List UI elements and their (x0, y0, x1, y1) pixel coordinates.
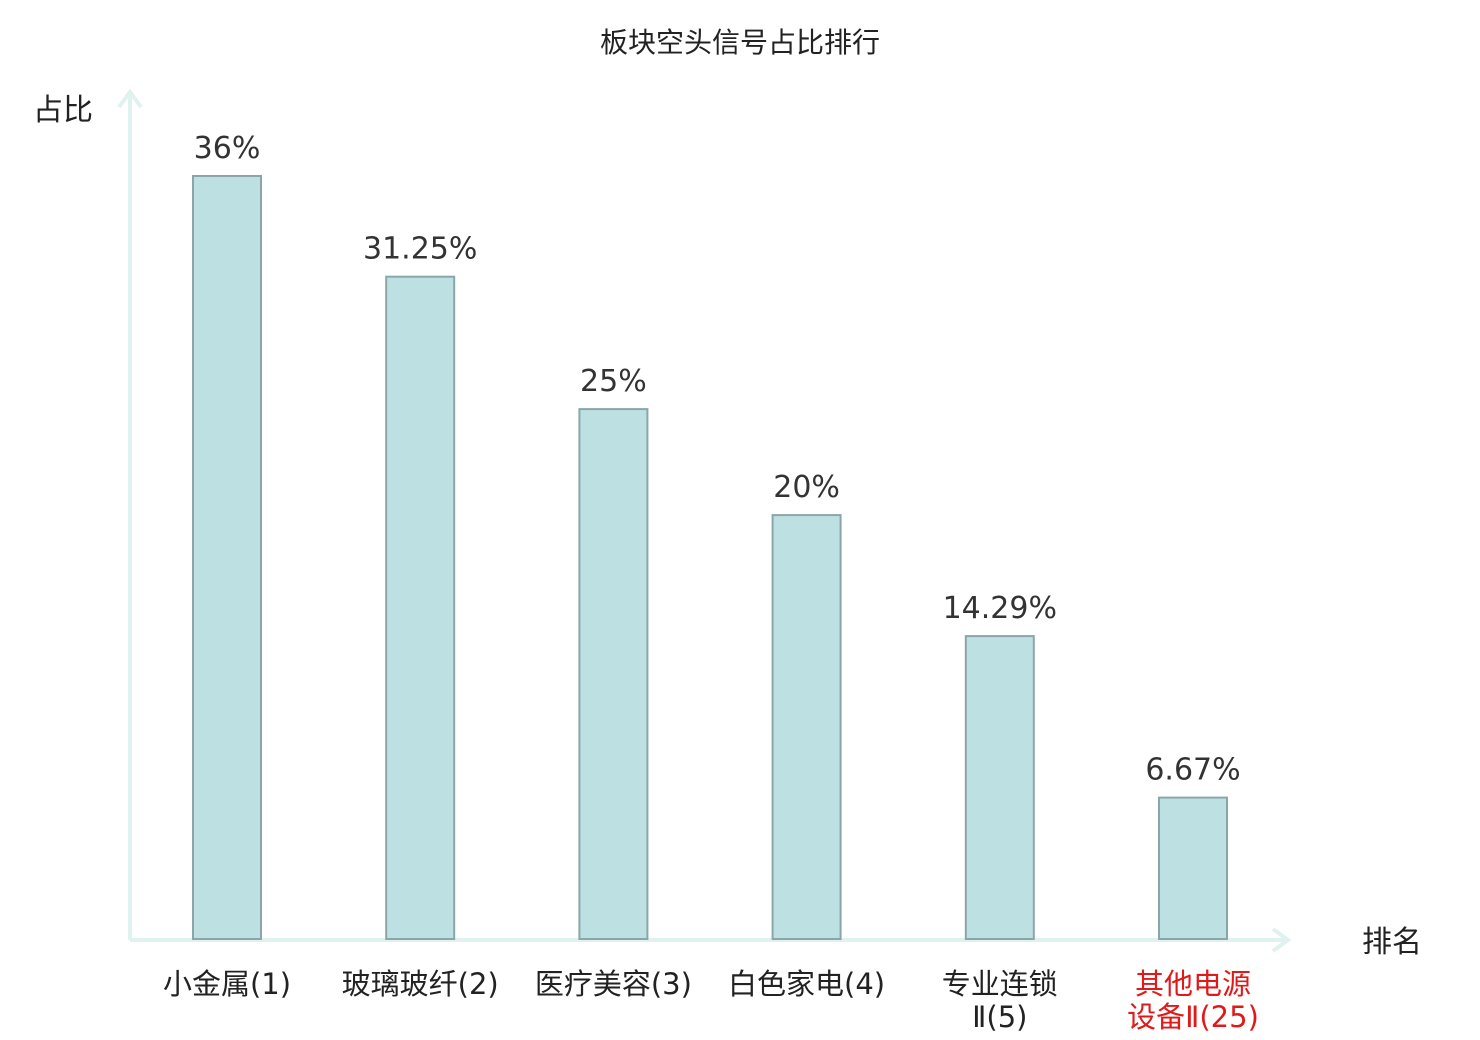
value-label-5: 14.29% (943, 591, 1057, 626)
bar-5 (964, 635, 1035, 940)
category-label-5-line-1: 专业连锁 (942, 967, 1058, 1001)
value-label-4: 20% (773, 470, 840, 505)
value-label-1: 36% (194, 131, 261, 166)
value-labels-group: 36% 31.25% 25% 20% 14.29% 6.67% (194, 131, 1241, 788)
x-axis (130, 927, 1292, 953)
bar-3 (578, 408, 649, 941)
y-axis-label: 占比 (33, 93, 93, 128)
bar-2 (385, 275, 456, 940)
bar-4 (771, 514, 842, 940)
category-label-6-line-2: 设备Ⅱ(25) (1127, 1000, 1259, 1034)
x-axis-label: 排名 (1362, 925, 1422, 960)
chart-title: 板块空头信号占比排行 (600, 26, 880, 59)
category-label-6-line-1: 其他电源 (1135, 967, 1251, 1001)
category-label-2: 玻璃玻纤(2) (342, 967, 499, 1001)
bars-group (192, 175, 1228, 941)
category-label-1: 小金属(1) (163, 967, 291, 1001)
value-label-3: 25% (580, 364, 647, 399)
bar-1 (192, 175, 262, 940)
category-label-4: 白色家电(4) (728, 967, 885, 1001)
value-label-2: 31.25% (363, 232, 477, 267)
category-label-5-line-2: Ⅱ(5) (972, 1000, 1027, 1034)
value-label-6: 6.67% (1145, 753, 1240, 788)
bar-6 (1158, 796, 1228, 940)
category-label-3: 医疗美容(3) (535, 967, 692, 1001)
y-axis (117, 88, 143, 940)
